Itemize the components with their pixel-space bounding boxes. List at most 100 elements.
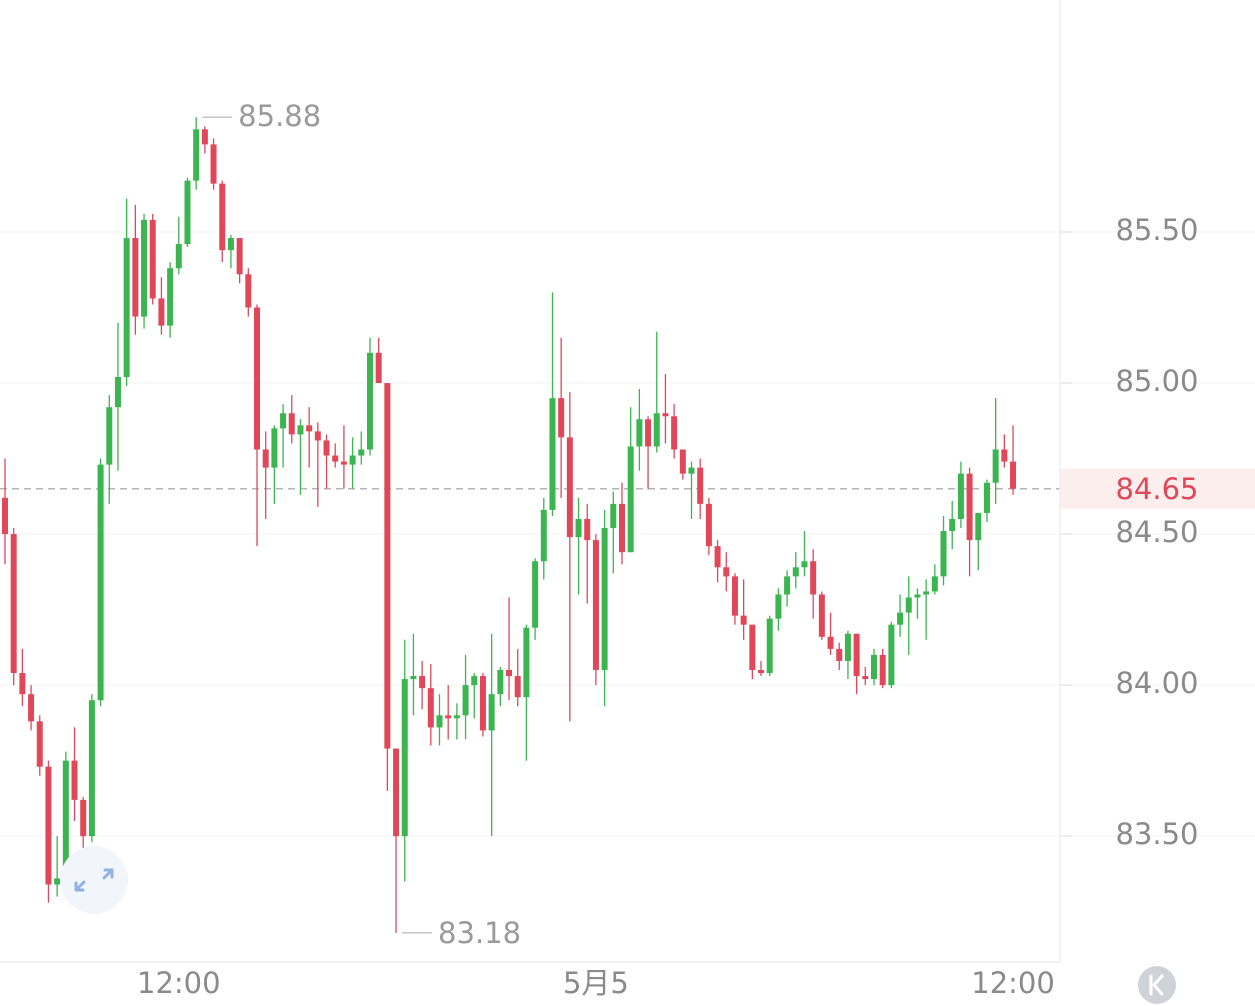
candle-body [888,624,895,686]
candle-body [506,670,513,677]
candle-body [471,676,478,686]
candle-body [618,503,625,553]
candle-body [332,455,339,462]
plot: 83.50 84.00 84.50 85.00 85.50 12:00 5月5 12:00 84… [0,99,1255,1000]
candle-body [792,567,799,577]
candle-body [453,715,460,719]
candle-body [236,238,243,275]
candle-body [479,676,486,731]
candle-body [184,180,191,245]
candle-body [957,473,964,519]
candle-body [54,878,61,885]
candle-body [714,546,721,568]
candle-body [601,528,608,671]
y-tick-label: 84.50 [1115,515,1198,549]
candle-body [141,219,148,317]
y-tick-label: 84.00 [1115,666,1198,700]
min-marker-label: 83.18 [438,916,521,950]
candle-body [810,561,817,595]
candle-body [149,219,156,299]
candle-body [784,576,791,595]
candle-body [931,576,938,592]
candle-body [532,561,539,628]
x-tick-label: 5月5 [563,966,629,1000]
candle-body [749,624,756,671]
candle-body [401,679,408,837]
candle-body [10,534,17,674]
candle-body [662,413,669,417]
candle-body [801,561,808,568]
candle-body [905,597,912,613]
candle-body [393,748,400,837]
candle-body [740,615,747,625]
candle-body [679,449,686,474]
candle-body [853,633,860,677]
candle-body [575,518,582,538]
candle-body [97,464,104,701]
candle-body [645,419,652,447]
candle-body [71,760,78,800]
candle-body [45,766,52,885]
candle-body [879,654,886,686]
candle-body [227,238,234,251]
candle-body [323,440,330,456]
y-tick-label: 83.50 [1115,817,1198,851]
candle-body [80,799,87,837]
candle-body [697,467,704,504]
candle-body [549,398,556,510]
candle-body [705,503,712,547]
candle-body [384,383,391,749]
candle-body [2,497,8,535]
candle-body [758,670,765,674]
candle-body [558,398,565,438]
candle-body [540,509,547,562]
candle-body [193,129,200,181]
candle-body [731,576,738,616]
candle-body [210,144,217,184]
candle-body [514,676,521,698]
candle-body [688,467,695,474]
back-icon [1149,974,1164,996]
candle-body [653,413,660,447]
candle-body [966,473,973,541]
candle-body [914,594,921,598]
candle-body [445,715,452,719]
candle-body [523,627,530,698]
candle-body [340,461,347,465]
candle-body [592,540,599,671]
candle-body [123,238,130,377]
back-button-bg [1138,966,1176,1004]
candle-body [566,437,573,538]
candle-body [19,673,26,695]
candle-body [349,455,356,465]
candle-body [280,413,287,429]
candle-body [366,352,373,450]
candle-body [219,183,226,251]
candle-body [488,694,495,731]
x-tick-label: 12:00 [971,966,1055,1000]
candle-body [271,428,278,468]
candle-body [436,715,443,728]
candle-body [427,688,434,728]
candle-body [836,648,843,661]
candle-body [871,654,877,680]
candle-body [175,244,182,269]
x-tick-label: 12:00 [137,966,221,1000]
candle-body [818,594,825,637]
back-button[interactable] [1138,966,1176,1004]
expand-button[interactable] [60,846,128,914]
candle-body [62,760,69,879]
candle-body [462,685,469,716]
candle-body [106,407,113,465]
candle-body [897,612,904,625]
candle-body [1010,461,1017,489]
last-price-box [1060,468,1255,509]
candle-body [636,419,643,447]
y-tick-label: 85.50 [1115,213,1198,247]
expand-button-bg [60,846,128,914]
candle-body [262,449,269,468]
candle-body [288,413,295,435]
candle-body [610,503,617,529]
